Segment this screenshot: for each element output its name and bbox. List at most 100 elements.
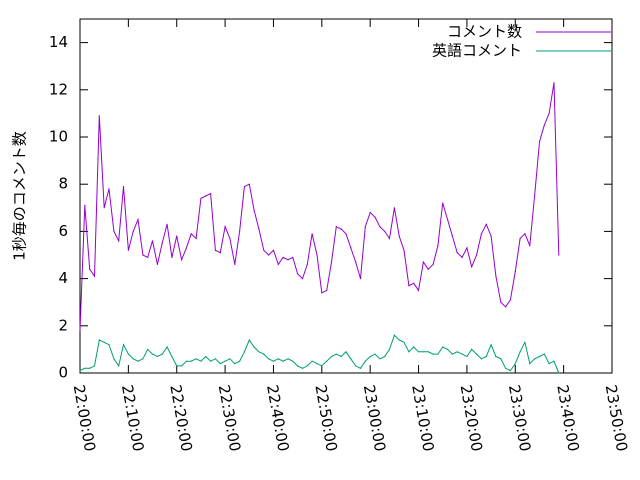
data-point [268,254,270,256]
data-point [558,254,560,256]
data-point [330,261,333,263]
data-point [326,360,328,362]
data-point [176,235,178,237]
data-point [156,355,158,358]
data-point [268,358,270,360]
data-point [79,370,81,372]
data-point [84,367,86,369]
plot-border [79,18,613,374]
data-point [413,282,415,284]
data-point [451,353,453,355]
data-point [519,351,521,353]
data-point [98,339,100,341]
data-point [171,256,173,258]
data-point [422,261,424,263]
data-point [355,365,357,367]
data-point [398,235,400,237]
y-tick-label: 10 [49,128,68,146]
x-axis: 22:00:00 22:10:00 22:20:00 22:30:00 22:40:00… [70,19,631,453]
data-point [514,363,516,365]
data-point [253,346,255,348]
data-point [93,365,96,367]
data-point [79,329,81,332]
data-point [200,197,202,199]
data-point [466,355,468,358]
data-point [210,360,212,362]
data-point [447,219,449,221]
data-point [118,240,120,242]
data-point [359,278,362,280]
data-point [543,353,545,355]
data-point [214,358,216,360]
x-tick-label: 22:10:00 [118,383,147,452]
y-tick-label: 4 [58,269,68,287]
data-point [224,360,226,362]
data-point [311,233,313,235]
data-point [432,263,434,265]
data-point [176,365,178,367]
data-point [248,339,250,341]
data-point [548,363,550,365]
data-point [301,367,304,369]
data-point [316,254,318,256]
data-point [393,334,395,336]
data-point [321,365,323,367]
data-point [103,341,105,343]
y-axis: 0 2 4 6 8 10 12 14 [49,33,612,382]
data-point [161,242,163,244]
data-point [534,195,536,197]
plot-area [79,18,613,374]
data-point [171,355,173,358]
data-point [500,358,502,360]
data-point [335,353,337,355]
data-point [248,183,250,185]
data-point [398,339,400,341]
data-point [340,355,342,358]
data-point [417,351,420,353]
y-tick-label: 8 [58,175,68,193]
data-point [490,235,492,237]
data-point [137,360,139,362]
data-point [229,237,231,240]
data-point [122,344,125,346]
data-point [151,353,154,355]
data-point [466,247,468,249]
data-point [219,252,221,254]
data-point [98,115,100,117]
data-point [490,344,492,346]
data-point [205,355,207,358]
data-point [239,360,241,362]
data-point [142,254,144,256]
data-point [258,228,260,230]
data-point [113,358,115,360]
data-point [84,204,86,206]
data-point [524,341,526,343]
x-tick-label: 22:30:00 [215,383,244,452]
data-point [185,360,187,362]
data-point [437,245,439,247]
data-point [234,263,236,265]
data-point [156,263,158,265]
data-point [374,353,376,355]
legend-label-2: 英語コメント [432,42,522,60]
data-point [514,270,516,273]
data-point [239,230,241,232]
data-point [538,355,541,358]
data-point [89,367,91,369]
data-point [147,348,149,350]
data-point [185,247,187,249]
data-point [451,235,453,237]
data-point [476,254,478,256]
y-tick-label: 14 [49,33,68,51]
data-point [272,249,275,251]
data-point [166,223,168,225]
data-point [287,358,289,360]
data-point [505,306,507,308]
data-point [471,266,473,268]
x-tick-label: 23:40:00 [553,383,582,452]
data-point [151,240,154,242]
data-point [495,355,497,358]
data-point [287,259,289,261]
